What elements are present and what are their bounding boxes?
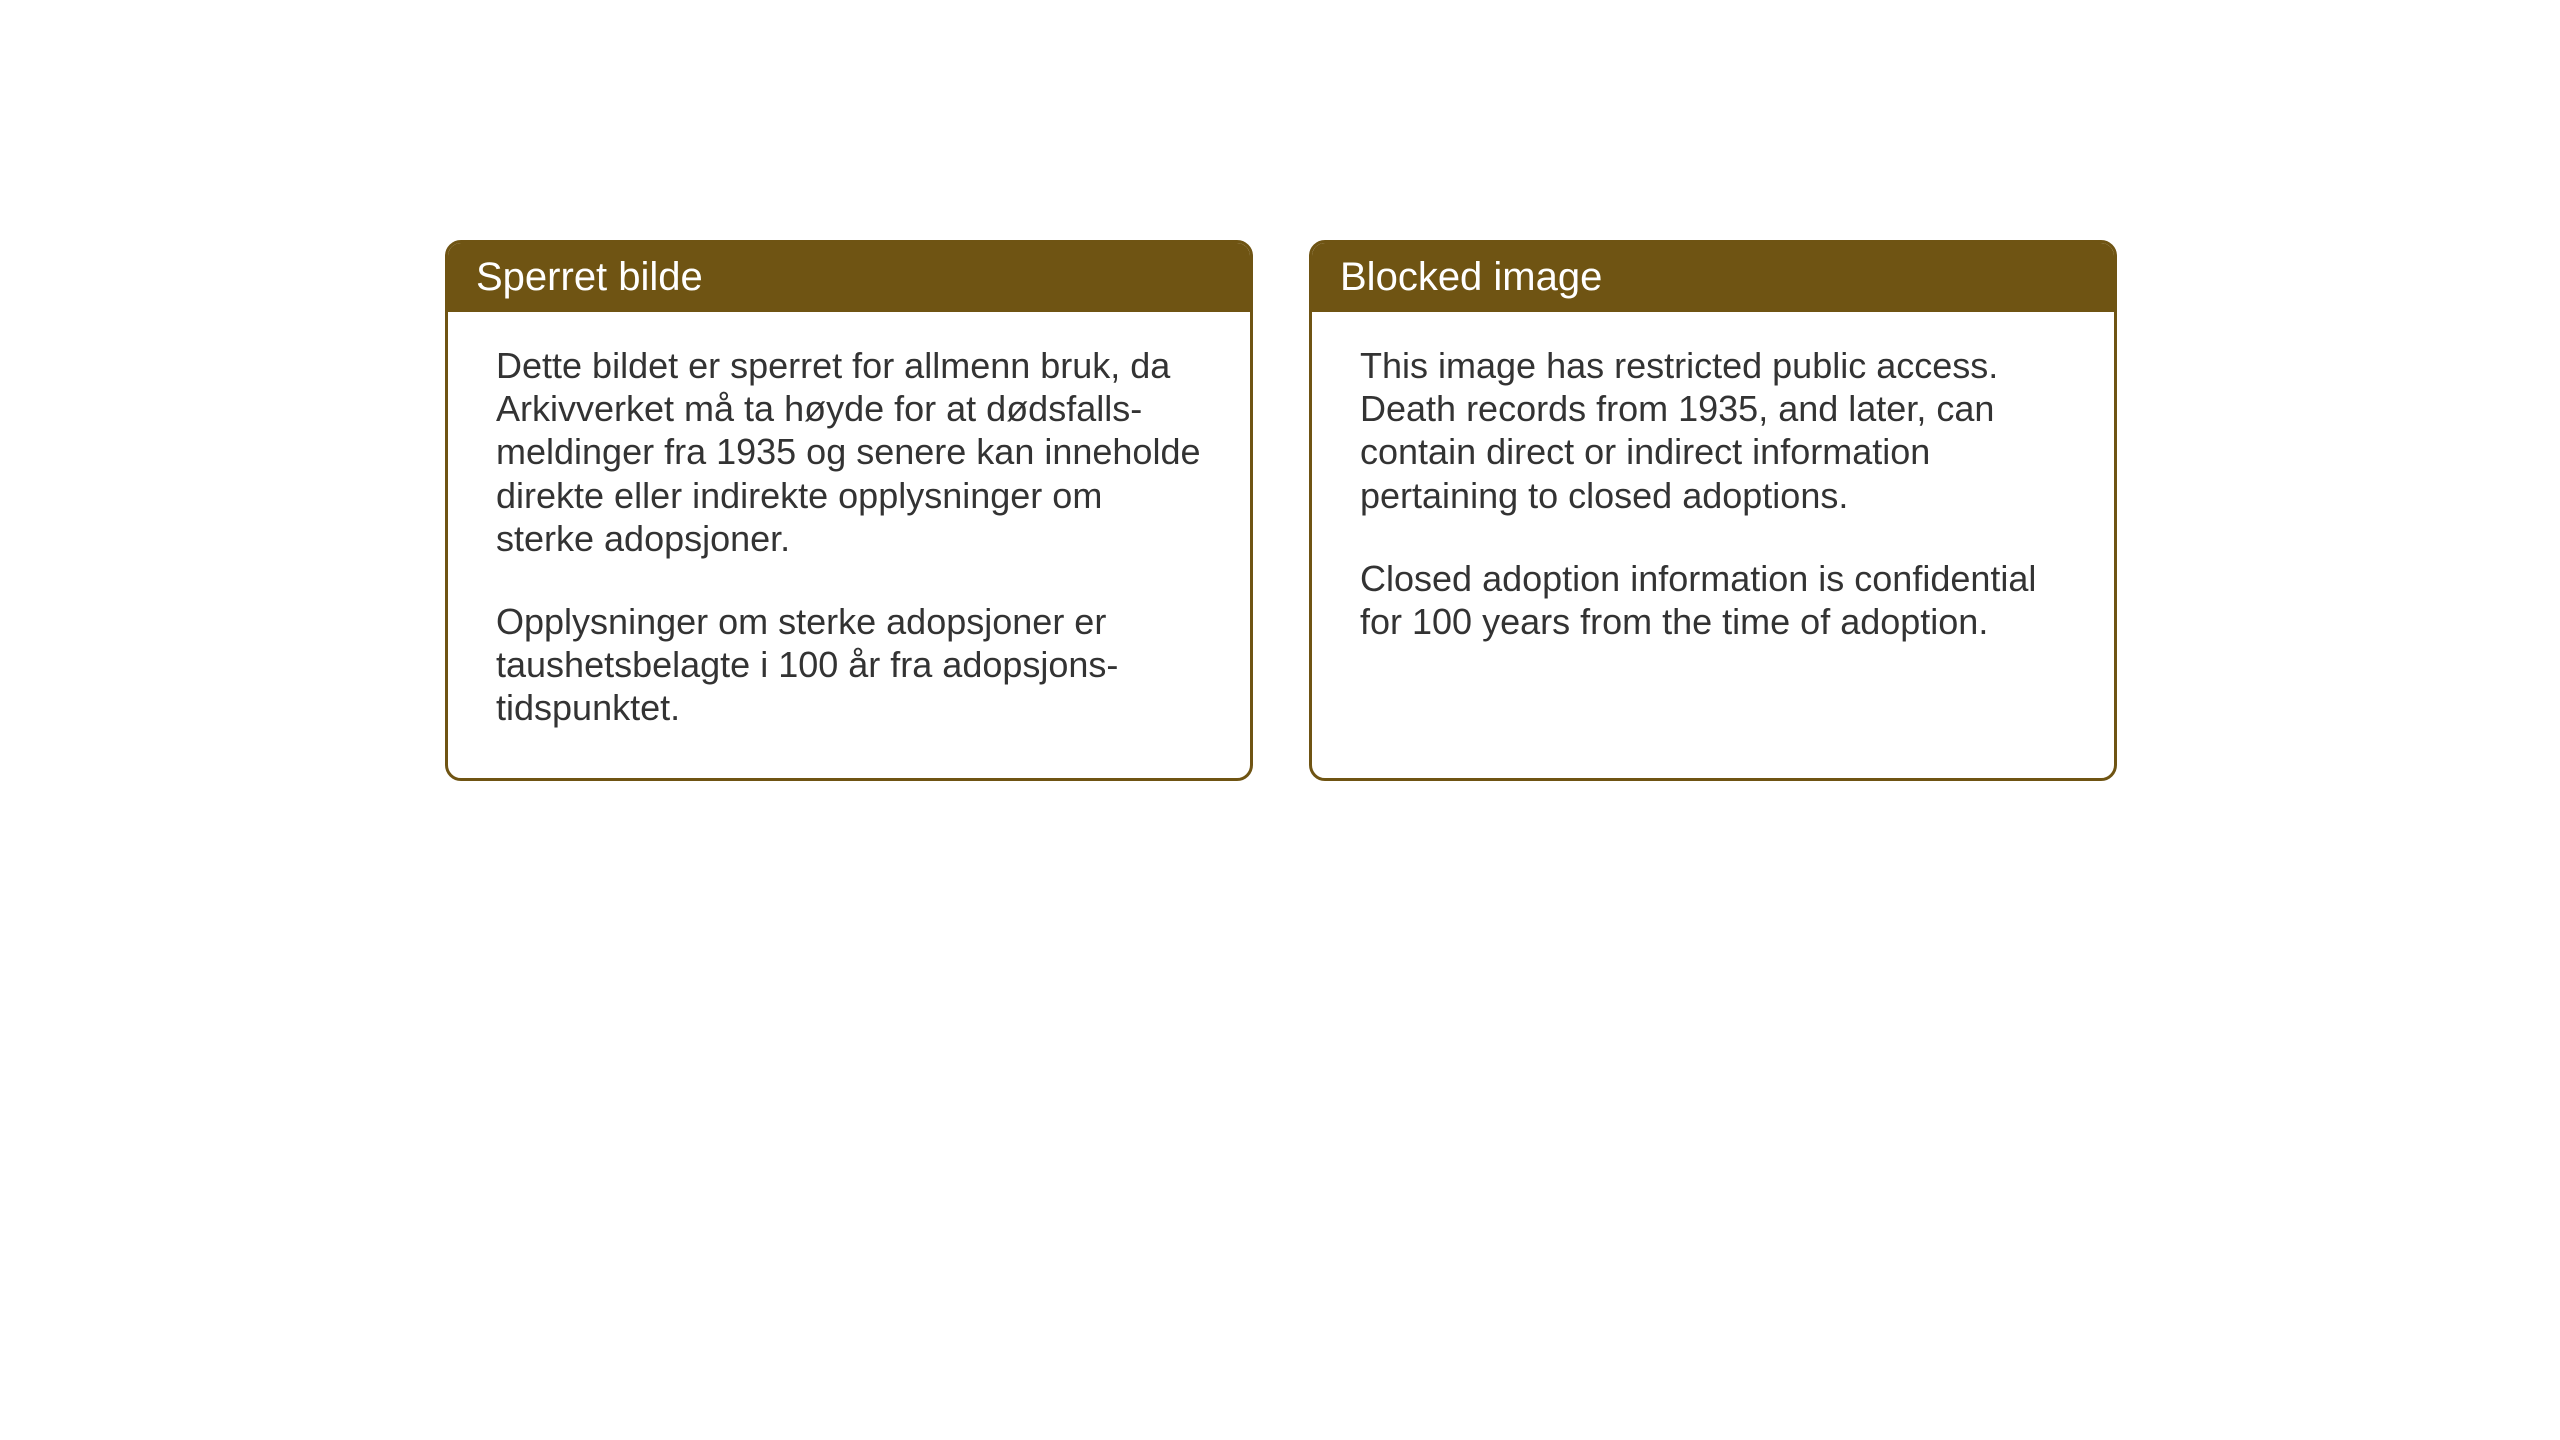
notice-paragraph-1-english: This image has restricted public access.… (1360, 344, 2066, 517)
notice-card-norwegian: Sperret bilde Dette bildet er sperret fo… (445, 240, 1253, 781)
notice-header-english: Blocked image (1312, 243, 2114, 312)
notice-container: Sperret bilde Dette bildet er sperret fo… (445, 240, 2117, 781)
notice-header-norwegian: Sperret bilde (448, 243, 1250, 312)
notice-title-english: Blocked image (1340, 255, 1602, 299)
notice-body-english: This image has restricted public access.… (1312, 312, 2114, 691)
notice-body-norwegian: Dette bildet er sperret for allmenn bruk… (448, 312, 1250, 778)
notice-paragraph-1-norwegian: Dette bildet er sperret for allmenn bruk… (496, 344, 1202, 560)
notice-paragraph-2-english: Closed adoption information is confident… (1360, 557, 2066, 643)
notice-paragraph-2-norwegian: Opplysninger om sterke adopsjoner er tau… (496, 600, 1202, 730)
notice-title-norwegian: Sperret bilde (476, 255, 703, 299)
notice-card-english: Blocked image This image has restricted … (1309, 240, 2117, 781)
